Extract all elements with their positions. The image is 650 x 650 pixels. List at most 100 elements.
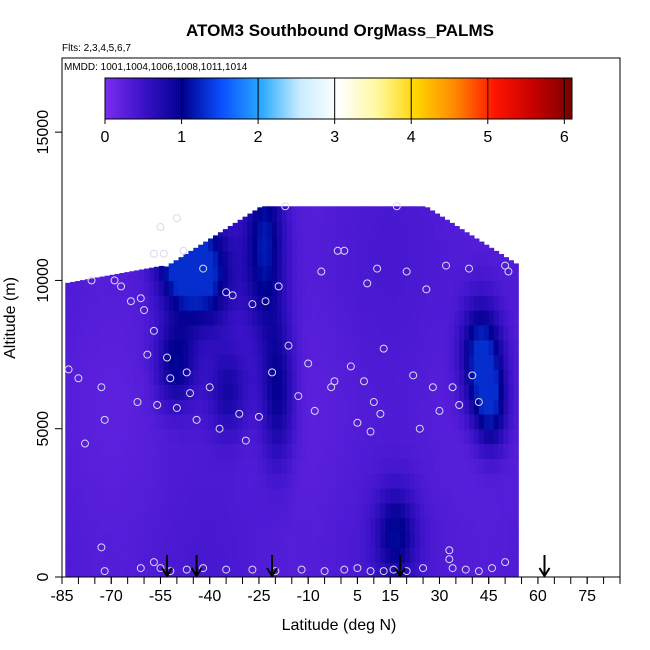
heatmap-cell [257,517,263,534]
heatmap-cell [439,310,445,326]
heatmap-cell [439,488,445,504]
heatmap-cell [208,399,214,415]
heatmap-cell [286,280,293,296]
heatmap-cell [252,547,258,563]
heatmap-cell [227,428,234,445]
heatmap-cell [80,295,86,311]
observation-point [241,436,250,445]
heatmap-cell [444,295,450,311]
heatmap-cell [469,517,475,534]
heatmap-cell [321,532,327,548]
heatmap-cell [395,265,401,282]
heatmap-cell [148,547,155,563]
heatmap-cell [291,443,298,459]
heatmap-cell [385,339,391,356]
heatmap-cell [409,324,416,341]
heatmap-cell [434,532,441,548]
heatmap-cell [350,399,357,415]
heatmap-cell [134,384,140,400]
heatmap-cell [168,369,175,385]
heatmap-cell [409,399,416,415]
heatmap-cell [503,458,509,474]
heatmap-cell [483,562,490,577]
heatmap-cell [178,295,185,311]
heatmap-cell [400,532,406,548]
heatmap-cell [163,295,170,311]
heatmap-cell [395,562,401,577]
heatmap-cell [183,399,189,415]
heatmap-cell [488,547,495,563]
heatmap-cell [65,324,71,341]
heatmap-cell [119,369,125,385]
heatmap-cell [513,280,519,296]
heatmap-cell [84,413,91,430]
heatmap-cell [478,532,485,548]
heatmap-cell [281,339,288,356]
heatmap-cell [242,235,249,252]
heatmap-cell [444,354,450,370]
heatmap-cell [390,562,396,577]
heatmap-cell [65,502,71,519]
heatmap-cell [375,250,381,267]
heatmap-cell [84,547,91,563]
heatmap-cell [454,443,460,459]
heatmap-cell [262,280,268,296]
heatmap-cell [193,458,199,474]
heatmap-cell [414,369,421,385]
heatmap-cell [232,428,239,445]
heatmap-cell [129,384,135,400]
heatmap-cell [439,354,445,370]
heatmap-cell [469,428,475,445]
heatmap-cell [232,235,239,252]
heatmap-cell [493,458,500,474]
heatmap-cell [316,265,322,282]
heatmap-cell [414,265,421,282]
heatmap-cell [508,562,514,577]
heatmap-cell [84,384,91,400]
heatmap-cell [144,502,150,519]
heatmap-cell [365,206,372,222]
heatmap-cell [424,265,431,282]
heatmap-cell [94,443,101,459]
heatmap-cell [163,517,170,534]
heatmap-cell [144,384,150,400]
heatmap-cell [424,354,431,370]
heatmap-cell [286,384,293,400]
heatmap-cell [84,295,91,311]
heatmap-cell [478,265,485,282]
heatmap-cell [355,265,362,282]
heatmap-cell [153,428,160,445]
heatmap-cell [208,517,214,534]
heatmap-cell [158,354,165,370]
heatmap-cell [306,295,313,311]
heatmap-cell [301,488,308,504]
heatmap-cell [267,399,273,415]
heatmap-cell [503,473,509,489]
heatmap-cell [237,488,244,504]
heatmap-cell [139,443,145,459]
heatmap-cell [459,280,465,296]
heatmap-cell [129,473,135,489]
observation-point [415,424,424,433]
heatmap-cell [257,443,263,459]
heatmap-cell [227,502,234,519]
heatmap-cell [134,270,140,282]
heatmap-cell [355,428,362,445]
observation-point [373,264,382,273]
heatmap-cell [276,547,283,563]
heatmap-cell [321,206,327,222]
heatmap-cell [212,473,219,489]
heatmap-cell [222,280,229,296]
heatmap-cell [306,443,313,459]
heatmap-cell [99,354,106,370]
heatmap-cell [70,295,76,311]
heatmap-cell [493,265,500,282]
heatmap-cell [114,443,121,459]
heatmap-cell [242,547,249,563]
observation-point [235,409,244,418]
heatmap-cell [405,413,411,430]
heatmap-cell [252,295,258,311]
heatmap-cell [424,399,431,415]
heatmap-cell [267,488,273,504]
heatmap-cell [291,458,298,474]
